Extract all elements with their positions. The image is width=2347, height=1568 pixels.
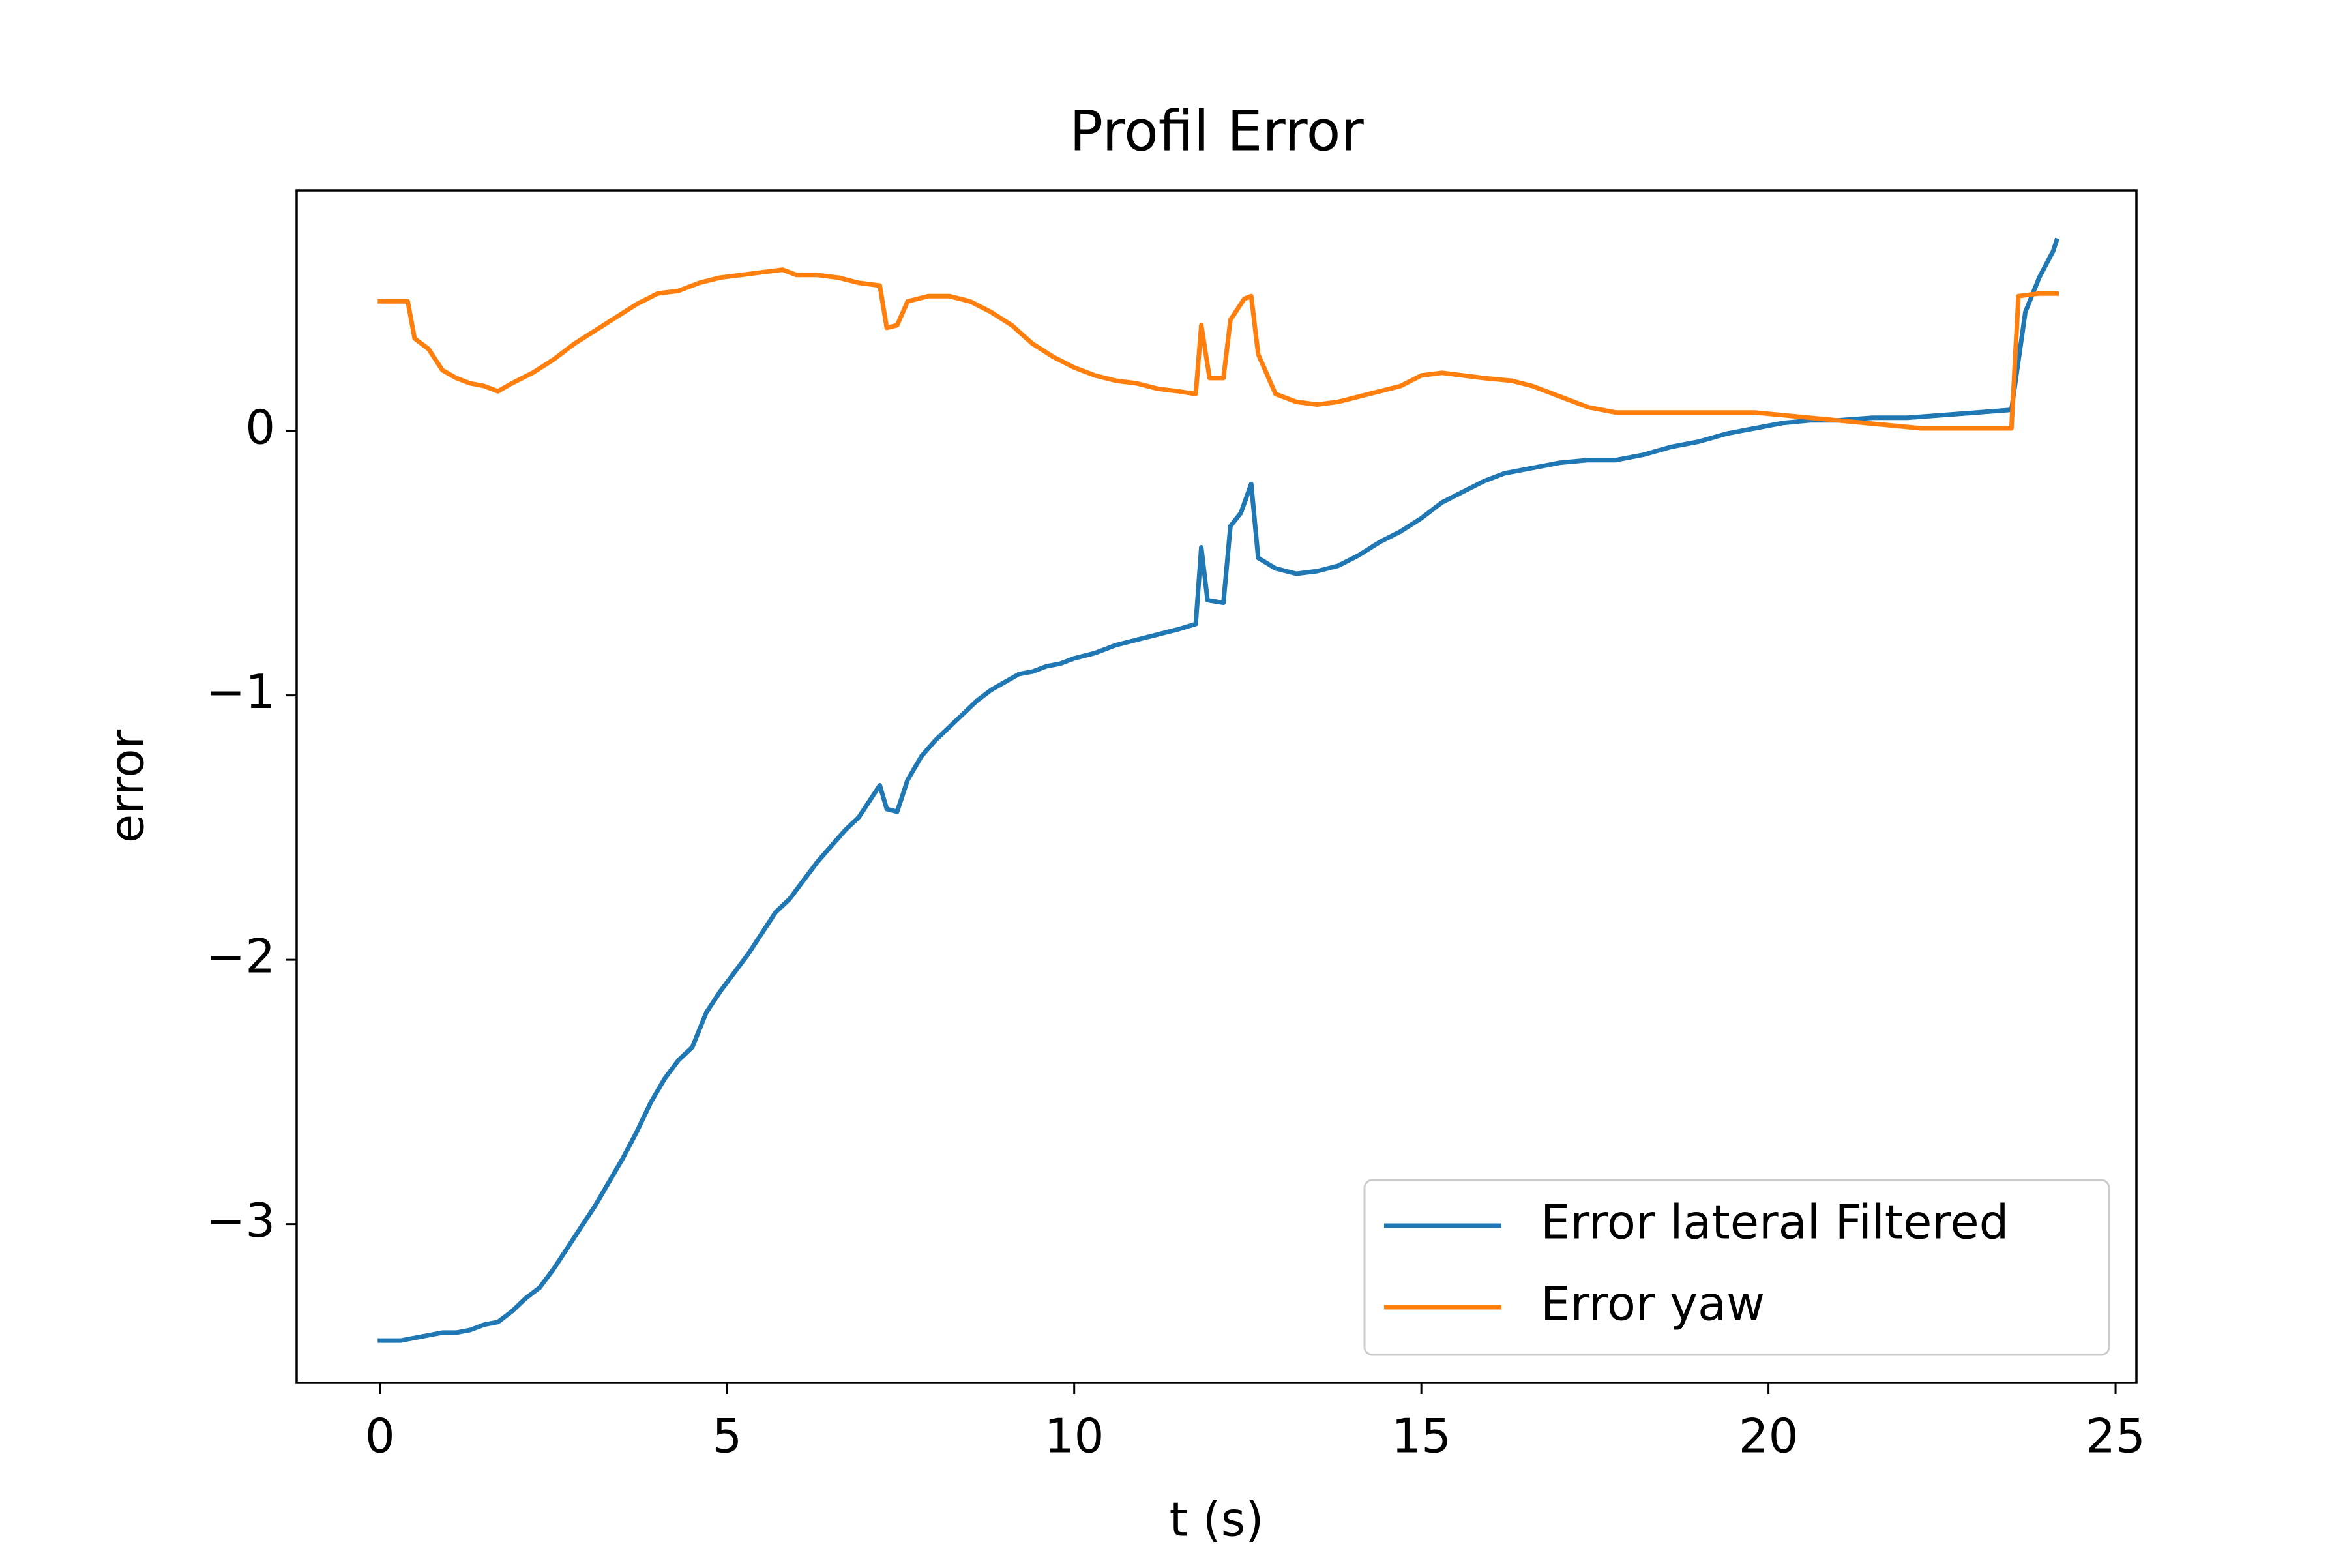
x-tick-label: 0: [365, 1409, 395, 1464]
x-tick-label: 10: [1044, 1409, 1104, 1464]
x-axis-label: t (s): [1170, 1492, 1264, 1547]
legend-box: [1363, 1179, 2110, 1356]
y-tick-label: −1: [206, 664, 275, 719]
x-axis-ticks: 0 5 10 15 20 25: [365, 1383, 2146, 1464]
series-line-error-yaw: [377, 267, 2059, 431]
y-axis-ticks: −3 −2 −1 0: [206, 400, 297, 1248]
chart-title: Profil Error: [1069, 98, 1364, 164]
series-line-error-lateral-filtered: [377, 237, 2059, 1343]
x-tick-label: 20: [1739, 1409, 1799, 1464]
x-tick-label: 25: [2086, 1409, 2146, 1464]
legend: Error lateral Filtered Error yaw: [1363, 1179, 2110, 1356]
y-tick-label: −2: [206, 929, 275, 984]
y-tick-label: −3: [206, 1193, 275, 1248]
x-tick-label: 15: [1391, 1409, 1451, 1464]
legend-label-error-lateral-filtered: Error lateral Filtered: [1541, 1195, 2009, 1250]
series-layer: [377, 237, 2059, 1343]
y-axis-label: error: [100, 729, 155, 843]
x-tick-label: 5: [712, 1409, 742, 1464]
y-tick-label: 0: [245, 400, 275, 455]
plot-frame: [295, 189, 2138, 1384]
legend-label-error-yaw: Error yaw: [1541, 1277, 1765, 1331]
